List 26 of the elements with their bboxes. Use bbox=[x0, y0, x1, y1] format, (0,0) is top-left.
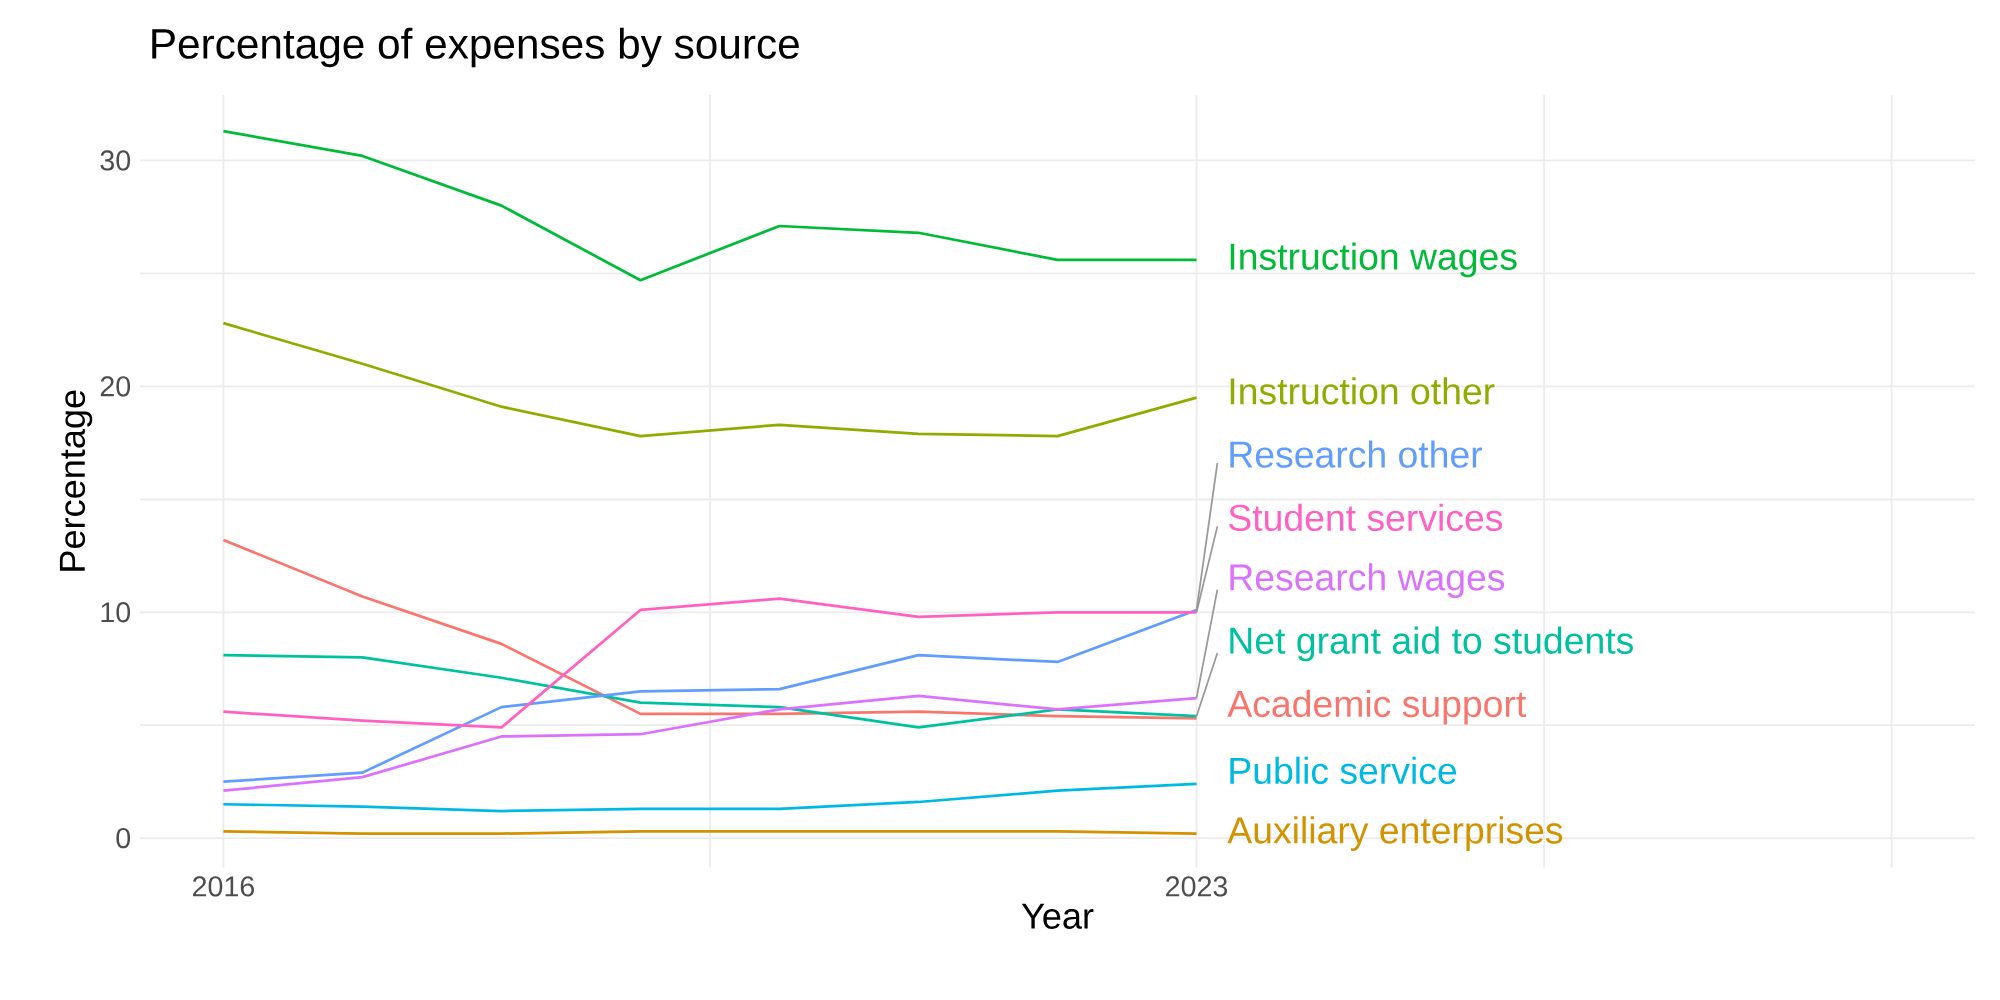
series-label: Net grant aid to students bbox=[1230, 626, 1633, 662]
y-axis-title: Percentage bbox=[59, 390, 93, 571]
x-tick-label: 2023 bbox=[1166, 876, 1228, 897]
y-tick-label: 20 bbox=[100, 376, 131, 397]
line-series bbox=[222, 782, 1198, 813]
y-tick-label: 10 bbox=[101, 602, 131, 623]
line-series bbox=[222, 538, 1198, 720]
line-series bbox=[222, 129, 1198, 282]
line-series bbox=[222, 608, 1198, 784]
line-series bbox=[222, 694, 1198, 793]
line-series bbox=[222, 321, 1198, 438]
series-label: Academic support bbox=[1227, 689, 1527, 725]
line-series bbox=[222, 597, 1198, 729]
series-label: Auxiliary enterprises bbox=[1227, 816, 1563, 852]
line-series bbox=[222, 653, 1198, 729]
x-axis-title: Year bbox=[1021, 903, 1094, 929]
series-label: Instruction other bbox=[1230, 377, 1495, 405]
series-label: Instruction wages bbox=[1230, 242, 1517, 278]
y-tick-label: 0 bbox=[116, 827, 131, 849]
y-tick-label: 30 bbox=[100, 150, 131, 171]
x-tick-label: 2016 bbox=[193, 876, 254, 897]
text: Research other bbox=[1230, 440, 1483, 468]
text: Research wages bbox=[1230, 563, 1505, 599]
chart-title: Percentage of expenses by source bbox=[152, 27, 799, 68]
series-label: Public service bbox=[1230, 756, 1457, 785]
text: Student services bbox=[1229, 503, 1503, 532]
